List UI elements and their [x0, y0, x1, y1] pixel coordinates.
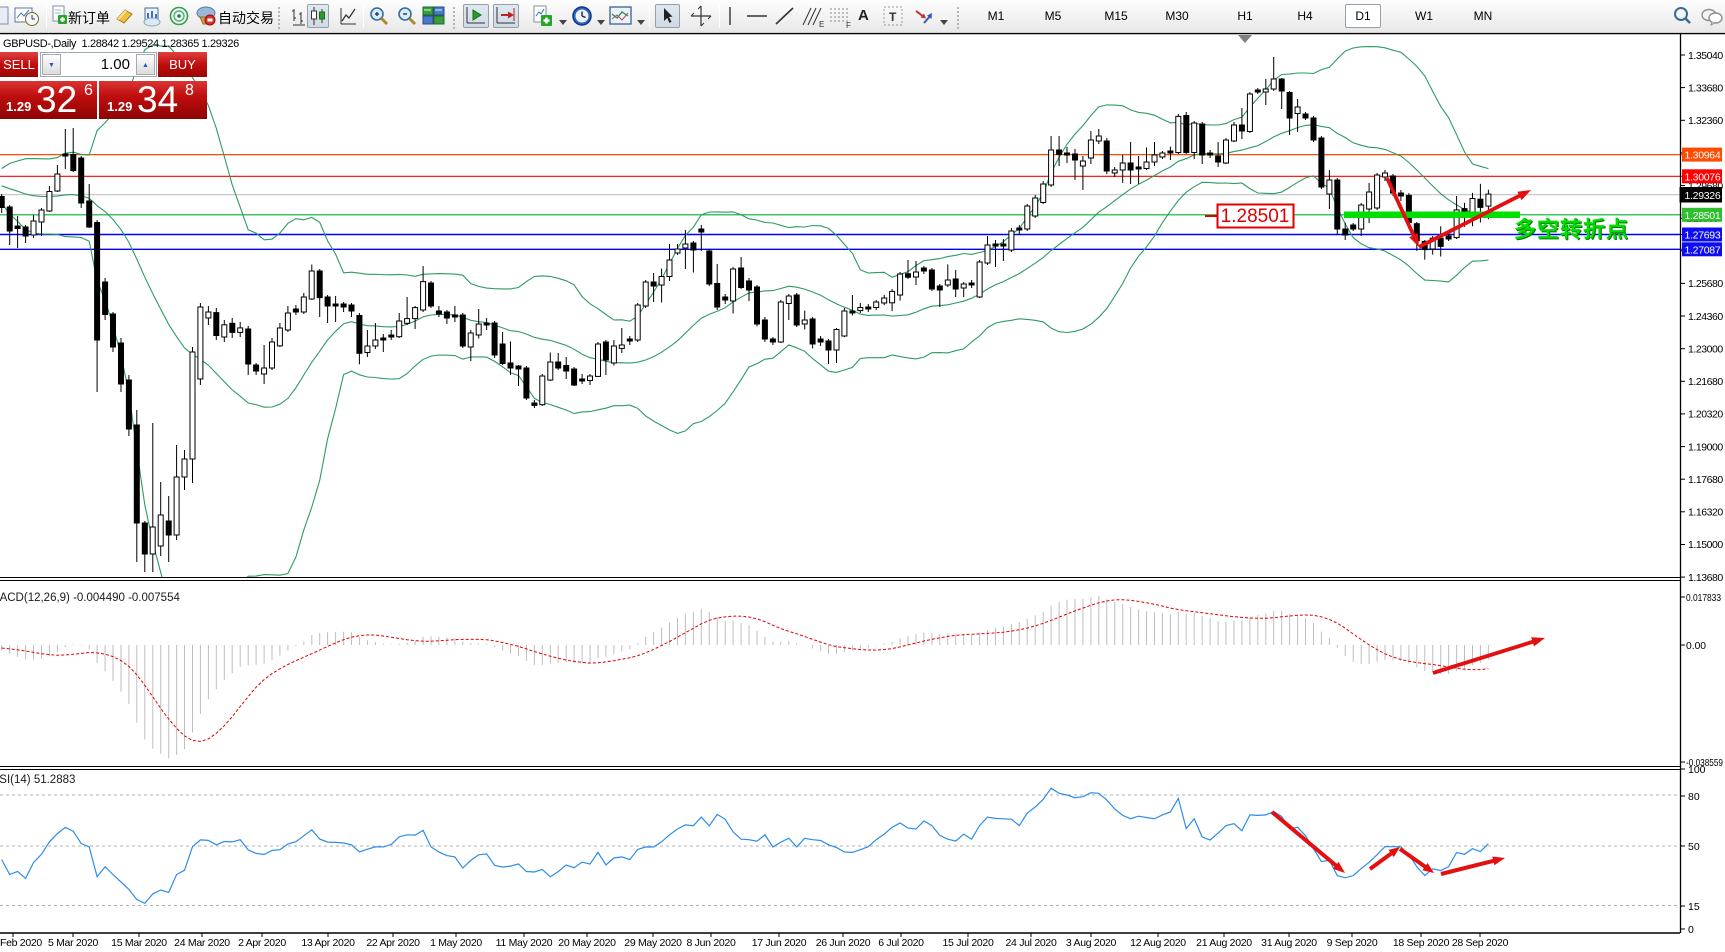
svg-text:12 Aug 2020: 12 Aug 2020	[1130, 937, 1186, 949]
svg-text:1.23000: 1.23000	[1688, 344, 1723, 356]
svg-text:24 Mar 2020: 24 Mar 2020	[174, 937, 230, 949]
svg-text:RSI(14) 51.2883: RSI(14) 51.2883	[0, 774, 75, 786]
svg-text:26 Jun 2020: 26 Jun 2020	[816, 937, 871, 949]
svg-text:15 Jul 2020: 15 Jul 2020	[943, 937, 994, 949]
svg-text:1.28501: 1.28501	[1685, 210, 1721, 222]
svg-text:6 Jul 2020: 6 Jul 2020	[878, 937, 924, 949]
svg-text:Feb 2020: Feb 2020	[0, 937, 42, 949]
svg-text:1.32360: 1.32360	[1688, 115, 1723, 127]
svg-text:1.19000: 1.19000	[1688, 441, 1723, 453]
svg-text:24 Jul 2020: 24 Jul 2020	[1006, 937, 1057, 949]
svg-text:1.13680: 1.13680	[1688, 572, 1723, 584]
svg-text:0.017833: 0.017833	[1686, 593, 1721, 604]
svg-text:8 Jun 2020: 8 Jun 2020	[687, 937, 736, 949]
svg-text:1.30964: 1.30964	[1685, 150, 1721, 162]
svg-text:21 Aug 2020: 21 Aug 2020	[1196, 937, 1252, 949]
svg-text:F: F	[846, 21, 851, 29]
svg-text:1.27087: 1.27087	[1685, 244, 1721, 256]
svg-text:1.16320: 1.16320	[1688, 507, 1723, 519]
svg-text:-0.038559: -0.038559	[1686, 758, 1723, 769]
svg-text:50: 50	[1688, 841, 1700, 853]
svg-text:1.25680: 1.25680	[1688, 278, 1723, 290]
svg-text:MACD(12,26,9) -0.004490 -0.007: MACD(12,26,9) -0.004490 -0.007554	[0, 592, 180, 604]
svg-text:0: 0	[1688, 924, 1694, 936]
svg-text:1.17680: 1.17680	[1688, 474, 1723, 486]
svg-text:1.24360: 1.24360	[1688, 311, 1723, 323]
svg-text:0.00: 0.00	[1686, 641, 1706, 652]
svg-text:1.33680: 1.33680	[1688, 82, 1723, 94]
svg-text:18 Sep 2020: 18 Sep 2020	[1393, 937, 1450, 949]
svg-text:11 May 2020: 11 May 2020	[496, 937, 553, 949]
svg-text:15: 15	[1688, 901, 1700, 913]
svg-text:20 May 2020: 20 May 2020	[558, 937, 616, 949]
svg-text:2 Apr 2020: 2 Apr 2020	[238, 937, 286, 949]
svg-text:3 Aug 2020: 3 Aug 2020	[1066, 937, 1117, 949]
svg-text:5 Mar 2020: 5 Mar 2020	[48, 937, 99, 949]
svg-text:1.27693: 1.27693	[1685, 230, 1721, 242]
svg-text:1.30076: 1.30076	[1685, 171, 1721, 183]
svg-text:31 Aug 2020: 31 Aug 2020	[1261, 937, 1317, 949]
svg-text:1.28501: 1.28501	[1221, 206, 1290, 227]
svg-text:T: T	[889, 10, 897, 24]
svg-text:80: 80	[1688, 791, 1700, 803]
svg-text:22 Apr 2020: 22 Apr 2020	[366, 937, 420, 949]
svg-text:17 Jun 2020: 17 Jun 2020	[752, 937, 807, 949]
svg-text:15 Mar 2020: 15 Mar 2020	[111, 937, 167, 949]
svg-text:13 Apr 2020: 13 Apr 2020	[301, 937, 355, 949]
svg-text:28 Sep 2020: 28 Sep 2020	[1452, 937, 1509, 949]
svg-text:29 May 2020: 29 May 2020	[624, 937, 682, 949]
svg-text:1.20320: 1.20320	[1688, 409, 1723, 421]
svg-text:100: 100	[1688, 764, 1706, 776]
svg-text:多空转折点: 多空转折点	[1514, 217, 1629, 242]
svg-text:1 May 2020: 1 May 2020	[430, 937, 482, 949]
svg-text:1.21680: 1.21680	[1688, 376, 1723, 388]
svg-text:E: E	[819, 20, 824, 29]
svg-text:1.15000: 1.15000	[1688, 539, 1723, 551]
svg-text:1.29326: 1.29326	[1685, 190, 1721, 202]
svg-text:9 Sep 2020: 9 Sep 2020	[1327, 937, 1378, 949]
svg-text:1.35040: 1.35040	[1688, 50, 1723, 62]
